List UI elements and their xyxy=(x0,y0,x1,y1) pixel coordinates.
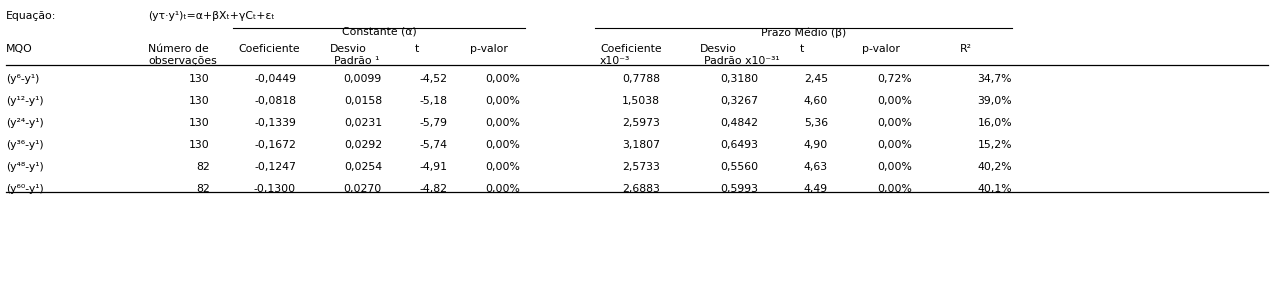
Text: 4,49: 4,49 xyxy=(803,184,827,194)
Text: 15,2%: 15,2% xyxy=(978,140,1012,150)
Text: p-valor: p-valor xyxy=(862,44,900,54)
Text: MQO: MQO xyxy=(6,44,33,54)
Text: Prazo Médio (β): Prazo Médio (β) xyxy=(761,27,847,38)
Text: (y²⁴-y¹): (y²⁴-y¹) xyxy=(6,118,43,128)
Text: 0,00%: 0,00% xyxy=(877,96,912,106)
Text: x10⁻³: x10⁻³ xyxy=(601,56,630,66)
Text: -0,0449: -0,0449 xyxy=(254,74,296,84)
Text: -0,1247: -0,1247 xyxy=(254,162,296,172)
Text: Desvio: Desvio xyxy=(700,44,737,54)
Text: -5,74: -5,74 xyxy=(419,140,448,150)
Text: 0,00%: 0,00% xyxy=(484,118,520,128)
Text: 0,0099: 0,0099 xyxy=(344,74,382,84)
Text: 0,6493: 0,6493 xyxy=(720,140,759,150)
Text: 2,6883: 2,6883 xyxy=(622,184,660,194)
Text: t: t xyxy=(799,44,805,54)
Text: 82: 82 xyxy=(196,162,210,172)
Text: 39,0%: 39,0% xyxy=(978,96,1012,106)
Text: 0,5993: 0,5993 xyxy=(720,184,759,194)
Text: Padrão x10⁻³¹: Padrão x10⁻³¹ xyxy=(704,56,779,66)
Text: 2,5733: 2,5733 xyxy=(622,162,660,172)
Text: 0,0292: 0,0292 xyxy=(344,140,382,150)
Text: 0,0231: 0,0231 xyxy=(344,118,382,128)
Text: 40,1%: 40,1% xyxy=(978,184,1012,194)
Text: Desvio: Desvio xyxy=(330,44,367,54)
Text: R²: R² xyxy=(960,44,972,54)
Text: 0,00%: 0,00% xyxy=(484,162,520,172)
Text: 0,5560: 0,5560 xyxy=(720,162,759,172)
Text: Padrão ¹: Padrão ¹ xyxy=(334,56,380,66)
Text: 0,0254: 0,0254 xyxy=(344,162,382,172)
Text: 0,00%: 0,00% xyxy=(877,140,912,150)
Text: 0,00%: 0,00% xyxy=(877,118,912,128)
Text: 3,1807: 3,1807 xyxy=(622,140,660,150)
Text: 2,5973: 2,5973 xyxy=(622,118,660,128)
Text: (yτ·y¹)ₜ=α+βXₜ+γCₜ+εₜ: (yτ·y¹)ₜ=α+βXₜ+γCₜ+εₜ xyxy=(148,11,274,21)
Text: -4,52: -4,52 xyxy=(419,74,448,84)
Text: Equação:: Equação: xyxy=(6,11,56,21)
Text: 0,4842: 0,4842 xyxy=(720,118,759,128)
Text: 130: 130 xyxy=(189,118,210,128)
Text: 130: 130 xyxy=(189,74,210,84)
Text: 0,00%: 0,00% xyxy=(484,96,520,106)
Text: (y³⁶-y¹): (y³⁶-y¹) xyxy=(6,140,43,150)
Text: Número de: Número de xyxy=(148,44,209,54)
Text: p-valor: p-valor xyxy=(470,44,507,54)
Text: 130: 130 xyxy=(189,96,210,106)
Text: 0,7788: 0,7788 xyxy=(622,74,660,84)
Text: 0,3267: 0,3267 xyxy=(720,96,759,106)
Text: 0,00%: 0,00% xyxy=(484,74,520,84)
Text: 5,36: 5,36 xyxy=(803,118,827,128)
Text: observações: observações xyxy=(148,56,217,66)
Text: 0,0270: 0,0270 xyxy=(344,184,382,194)
Text: (y⁶-y¹): (y⁶-y¹) xyxy=(6,74,40,84)
Text: Coeficiente: Coeficiente xyxy=(238,44,300,54)
Text: 0,72%: 0,72% xyxy=(877,74,912,84)
Text: -5,79: -5,79 xyxy=(419,118,448,128)
Text: 0,00%: 0,00% xyxy=(877,184,912,194)
Text: -0,1300: -0,1300 xyxy=(254,184,296,194)
Text: Constante (α): Constante (α) xyxy=(342,27,417,37)
Text: 4,63: 4,63 xyxy=(803,162,827,172)
Text: -5,18: -5,18 xyxy=(419,96,448,106)
Text: t: t xyxy=(414,44,419,54)
Text: 40,2%: 40,2% xyxy=(978,162,1012,172)
Text: 16,0%: 16,0% xyxy=(978,118,1012,128)
Text: -4,82: -4,82 xyxy=(419,184,448,194)
Text: 4,90: 4,90 xyxy=(803,140,827,150)
Text: -0,0818: -0,0818 xyxy=(254,96,296,106)
Text: 2,45: 2,45 xyxy=(803,74,827,84)
Text: 0,00%: 0,00% xyxy=(484,184,520,194)
Text: (y⁴⁸-y¹): (y⁴⁸-y¹) xyxy=(6,162,43,172)
Text: 0,3180: 0,3180 xyxy=(720,74,759,84)
Text: -4,91: -4,91 xyxy=(419,162,448,172)
Text: (y⁶⁰-y¹): (y⁶⁰-y¹) xyxy=(6,184,43,194)
Text: Coeficiente: Coeficiente xyxy=(601,44,662,54)
Text: 1,5038: 1,5038 xyxy=(622,96,660,106)
Text: 130: 130 xyxy=(189,140,210,150)
Text: 0,00%: 0,00% xyxy=(877,162,912,172)
Text: -0,1339: -0,1339 xyxy=(254,118,296,128)
Text: 82: 82 xyxy=(196,184,210,194)
Text: -0,1672: -0,1672 xyxy=(254,140,296,150)
Text: 34,7%: 34,7% xyxy=(978,74,1012,84)
Text: 0,00%: 0,00% xyxy=(484,140,520,150)
Text: (y¹²-y¹): (y¹²-y¹) xyxy=(6,96,43,106)
Text: 0,0158: 0,0158 xyxy=(344,96,382,106)
Text: 4,60: 4,60 xyxy=(803,96,827,106)
